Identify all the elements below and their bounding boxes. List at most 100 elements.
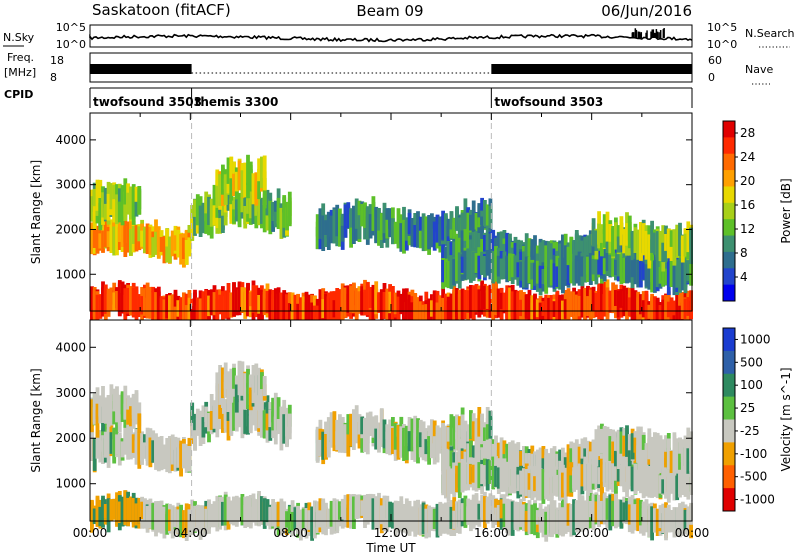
echo-cell [427,303,431,325]
echo-cell [190,217,195,237]
echo-cell [446,427,451,442]
echo-cell [680,239,685,256]
echo-cell [435,425,440,458]
echo-cell [318,299,323,325]
echo-cell [145,227,150,250]
echo-cell [538,242,543,266]
echo-cell [98,233,103,249]
echo-cell [555,477,560,494]
echo-cell [611,228,615,255]
beam-title: Beam 09 [356,2,423,20]
echo-cell [151,237,156,257]
echo-cell [349,214,353,248]
echo-cell [636,472,641,491]
echo-cell [686,473,691,490]
echo-cell [480,447,484,462]
echo-cell [669,230,674,247]
echo-cell [510,464,515,494]
echo-cell [385,505,390,524]
echo-cell [446,451,451,478]
echo-cell [616,501,621,527]
echo-cell [321,431,326,460]
echo-cell [90,225,94,255]
y-tick-label: 1000 [55,477,86,491]
echo-cell [541,240,546,268]
echo-cell [260,197,264,224]
echo-cell [396,511,401,527]
echo-cell [488,249,493,280]
echo-cell [374,497,379,530]
echo-cell [580,256,585,277]
echo-cell [483,285,487,310]
echo-cell [109,287,114,311]
echo-cell [190,402,195,427]
echo-cell [223,174,228,189]
echo-cell [535,510,540,525]
echo-cell [524,260,529,280]
echo-cell [340,213,345,237]
echo-cell [513,501,518,530]
echo-cell [407,212,412,234]
echo-cell [655,297,660,328]
echo-cell [605,252,610,271]
echo-cell [90,499,94,527]
echo-cell [232,503,236,523]
echo-cell [541,301,546,316]
echo-cell [374,281,379,315]
echo-cell [109,219,114,253]
echo-cell [522,295,526,317]
echo-cell [460,503,465,521]
echo-cell [469,410,473,442]
echo-cell [195,418,200,435]
echo-cell [416,418,420,448]
echo-cell [574,255,579,284]
echo-cell [522,446,526,479]
echo-cell [262,288,267,316]
echo-cell [675,473,680,501]
echo-cell [653,265,657,283]
echo-cell [630,287,635,324]
echo-cell [658,512,663,529]
echo-cell [129,406,133,427]
echo-cell [650,293,654,321]
echo-cell [619,237,624,263]
echo-cell [179,234,183,258]
echo-cell [262,178,267,209]
echo-cell [268,200,273,235]
echo-cell [627,215,632,249]
echo-cell [195,504,200,532]
echo-cell [190,513,195,530]
echo-cell [418,216,423,235]
echo-cell [112,226,117,256]
echo-cell [614,439,618,467]
echo-cell [555,507,560,531]
echo-cell [466,443,471,476]
echo-cell [237,404,242,419]
echo-cell [666,228,671,259]
colorbar-swatch [723,465,735,489]
echo-cell [92,293,97,309]
echo-cell [666,438,671,470]
echo-cell [273,392,278,429]
echo-cell [577,502,582,527]
echo-cell [368,416,373,430]
echo-cell [683,298,688,319]
echo-cell [377,218,381,246]
echo-cell [168,295,172,328]
echo-cell [577,251,582,283]
echo-cell [466,462,471,491]
echo-cell [120,213,125,247]
echo-cell [382,495,387,530]
echo-cell [240,494,245,526]
echo-cell [641,262,646,280]
echo-cell [527,256,532,283]
echo-cell [630,260,635,278]
echo-cell [95,387,100,419]
echo-cell [561,234,565,268]
echo-cell [354,288,359,322]
echo-cell [460,460,465,492]
echo-cell [326,426,331,458]
echo-cell [658,436,663,458]
echo-cell [549,259,554,286]
echo-cell [619,290,624,308]
